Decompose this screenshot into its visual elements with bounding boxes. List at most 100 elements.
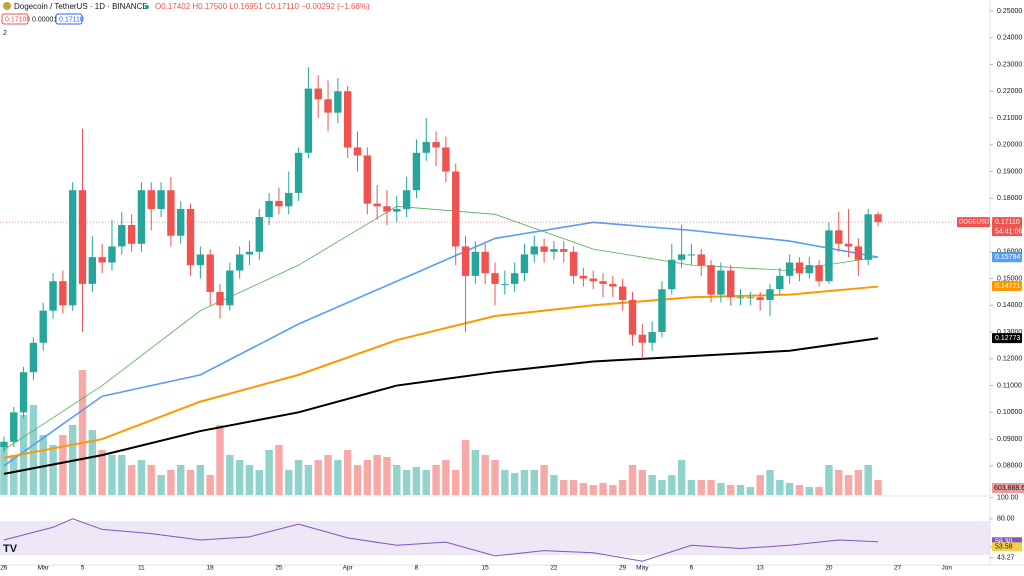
candle-body: [815, 265, 823, 282]
rsi-value: 58.30: [995, 539, 1013, 546]
candle-body: [658, 289, 666, 333]
candle-body: [402, 190, 411, 209]
volume-bar: [334, 460, 342, 495]
coin-icon: [3, 2, 11, 10]
volume-bar: [343, 450, 352, 495]
volume-bar: [727, 485, 735, 495]
volume-bar: [226, 455, 234, 495]
volume-bar: [520, 470, 529, 495]
candle-body: [235, 254, 244, 271]
volume-bar: [177, 465, 185, 495]
candle-body: [137, 190, 146, 244]
y-tick-label: 0.12000: [997, 356, 1022, 363]
volume-bar: [825, 465, 833, 495]
candle-body: [481, 251, 489, 274]
volume-bar: [353, 465, 362, 495]
candle-body: [373, 203, 381, 207]
volume-bar: [776, 480, 784, 495]
candle-body: [687, 254, 696, 256]
candle-body: [324, 99, 332, 113]
price-label-box: [992, 333, 1022, 344]
volume-bar: [618, 480, 627, 495]
candle-body: [177, 208, 185, 236]
volume-bar: [510, 473, 519, 495]
volume-bar: [687, 480, 696, 495]
rsi-value: 53.58: [995, 544, 1013, 551]
moving-average: [3, 221, 879, 467]
candle-body: [520, 254, 529, 274]
candle-body: [196, 254, 205, 266]
volume-bar: [569, 480, 578, 495]
candle-body: [540, 246, 548, 252]
candle-body: [589, 278, 597, 282]
price-label-box: [992, 217, 1022, 228]
volume-bar: [275, 445, 283, 495]
candle-body: [776, 275, 784, 290]
volume-bar: [10, 455, 18, 495]
x-tick-label: 20: [825, 565, 833, 571]
y-tick-label: 0.09000: [997, 436, 1022, 443]
candle-body: [226, 270, 234, 306]
candle-body: [285, 192, 293, 207]
candle-body: [412, 152, 421, 191]
candle-body: [88, 257, 97, 284]
volume-bar: [874, 480, 882, 495]
moving-average: [3, 285, 879, 459]
spread: 0.00001: [32, 16, 57, 23]
candle-body: [383, 206, 391, 212]
volume-bar: [235, 460, 244, 495]
volume-bar: [422, 470, 430, 495]
candle-body: [49, 281, 57, 311]
volume-bar: [412, 467, 421, 495]
sell-badge[interactable]: [1, 13, 29, 25]
rsi-value-box: [992, 537, 1022, 547]
candle-body: [805, 265, 813, 274]
x-tick-label: 15: [482, 565, 490, 571]
x-tick-label: Jun: [942, 565, 953, 571]
volume-bar: [648, 475, 656, 495]
volume-bar: [304, 465, 313, 495]
volume-bar: [560, 480, 568, 495]
volume-bar: [147, 465, 155, 495]
volume-label: 603,888.6: [994, 485, 1024, 492]
volume-bar: [39, 435, 47, 495]
volume-bar: [609, 485, 617, 495]
volume-bar: [137, 460, 146, 495]
candle-body: [835, 230, 843, 244]
volume-bar: [766, 470, 774, 495]
candle-body: [393, 208, 401, 212]
candle-body: [471, 251, 480, 276]
candle-body: [452, 171, 460, 247]
symbol-tag-box: [957, 217, 990, 228]
y-tick-label: 0.23000: [997, 61, 1022, 68]
y-tick-label: 0.22000: [997, 88, 1022, 95]
candle-body: [157, 190, 165, 209]
price-label: 0.17110: [995, 219, 1020, 226]
volume-bar: [658, 480, 666, 495]
rsi-value-box: [992, 542, 1022, 552]
y-tick-label: 0.10000: [997, 409, 1022, 416]
volume-bar: [677, 460, 686, 495]
volume-bar: [108, 455, 116, 495]
volume-bar: [481, 455, 489, 495]
collapse-toggle[interactable]: 2: [3, 30, 7, 37]
candle-body: [461, 246, 470, 276]
candle-body: [265, 200, 273, 217]
volume-bar: [49, 445, 57, 495]
candle-body: [343, 91, 352, 148]
x-tick-label: 26: [0, 565, 8, 571]
volume-bar: [579, 483, 588, 495]
moving-average: [3, 205, 879, 451]
volume-bar: [471, 450, 480, 495]
candle-body: [510, 273, 519, 284]
volume-bar: [452, 470, 460, 495]
volume-bar: [206, 475, 214, 495]
volume-bar: [736, 485, 745, 495]
buy-badge[interactable]: [55, 13, 83, 25]
candle-body: [638, 334, 647, 343]
x-tick-label: Mar: [38, 565, 50, 571]
volume-bar: [78, 370, 87, 495]
candle-body: [785, 262, 794, 276]
candle-body: [29, 342, 38, 373]
volume-bar: [98, 450, 106, 495]
